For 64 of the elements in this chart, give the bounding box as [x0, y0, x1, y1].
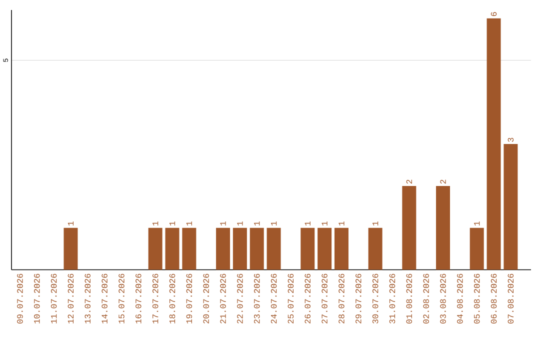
data-label: 1	[474, 222, 480, 226]
data-label: 1	[169, 222, 176, 226]
x-tick-label: 19.07.2026	[186, 274, 192, 324]
x-tick-label: 25.07.2026	[288, 274, 294, 324]
data-label: 1	[220, 222, 226, 226]
bar	[64, 228, 78, 270]
bar	[165, 228, 180, 270]
data-label: 3	[508, 138, 514, 142]
bar	[486, 18, 501, 270]
x-tick-label: 15.07.2026	[118, 274, 124, 324]
data-label: 1	[68, 222, 74, 226]
bar	[182, 228, 196, 270]
data-label: 1	[254, 222, 260, 226]
bar	[368, 228, 382, 270]
x-tick-label: 27.07.2026	[322, 274, 328, 324]
x-tick-label: 28.07.2026	[338, 274, 344, 324]
bar	[300, 228, 315, 270]
data-label: 1	[322, 222, 328, 226]
data-label: 1	[152, 222, 158, 226]
x-tick-label: 13.07.2026	[84, 274, 91, 324]
x-tick-label: 02.08.2026	[423, 274, 429, 324]
x-tick-label: 17.07.2026	[152, 274, 158, 324]
x-tick-label: 31.07.2026	[389, 274, 396, 324]
x-tick-label: 05.08.2026	[474, 274, 480, 324]
x-tick-label: 22.07.2026	[237, 274, 243, 324]
x-tick-label: 09.07.2026	[17, 274, 23, 324]
data-label: 1	[338, 222, 344, 226]
x-tick-label: 23.07.2026	[254, 274, 260, 324]
x-tick-label: 10.07.2026	[34, 274, 40, 324]
data-label: 1	[372, 222, 378, 226]
bar	[436, 186, 450, 270]
x-tick-label: 30.07.2026	[372, 274, 378, 324]
bar	[504, 144, 518, 270]
x-tick-label: 24.07.2026	[270, 274, 277, 324]
x-tick-label: 12.07.2026	[68, 274, 74, 324]
data-label: 1	[304, 222, 310, 226]
bar	[318, 228, 332, 270]
bar	[216, 228, 230, 270]
x-tick-label: 07.08.2026	[508, 274, 514, 324]
data-label: 1	[271, 222, 277, 226]
bar	[250, 228, 264, 270]
data-label: 1	[237, 222, 243, 226]
bar	[232, 228, 247, 270]
x-tick-label: 01.08.2026	[406, 274, 412, 324]
data-label: 2	[406, 180, 412, 184]
x-tick-label: 06.08.2026	[490, 274, 497, 324]
x-tick-label: 04.08.2026	[457, 274, 463, 324]
bar	[148, 228, 162, 270]
x-tick-label: 03.08.2026	[440, 274, 446, 324]
data-label: 1	[186, 222, 192, 226]
x-tick-label: 14.07.2026	[102, 274, 108, 324]
x-tick-label: 18.07.2026	[169, 274, 176, 324]
bar	[470, 228, 484, 270]
data-label: 6	[490, 12, 497, 16]
x-tick-label: 20.07.2026	[203, 274, 209, 324]
bar	[402, 186, 416, 270]
data-label: 2	[440, 180, 446, 184]
x-tick-label: 16.07.2026	[136, 274, 142, 324]
x-tick-label: 11.07.2026	[50, 274, 57, 324]
x-tick-label: 21.07.2026	[220, 274, 226, 324]
bar	[266, 228, 281, 270]
x-tick-label: 29.07.2026	[356, 274, 362, 324]
x-tick-label: 26.07.2026	[304, 274, 311, 324]
bar	[334, 228, 348, 270]
